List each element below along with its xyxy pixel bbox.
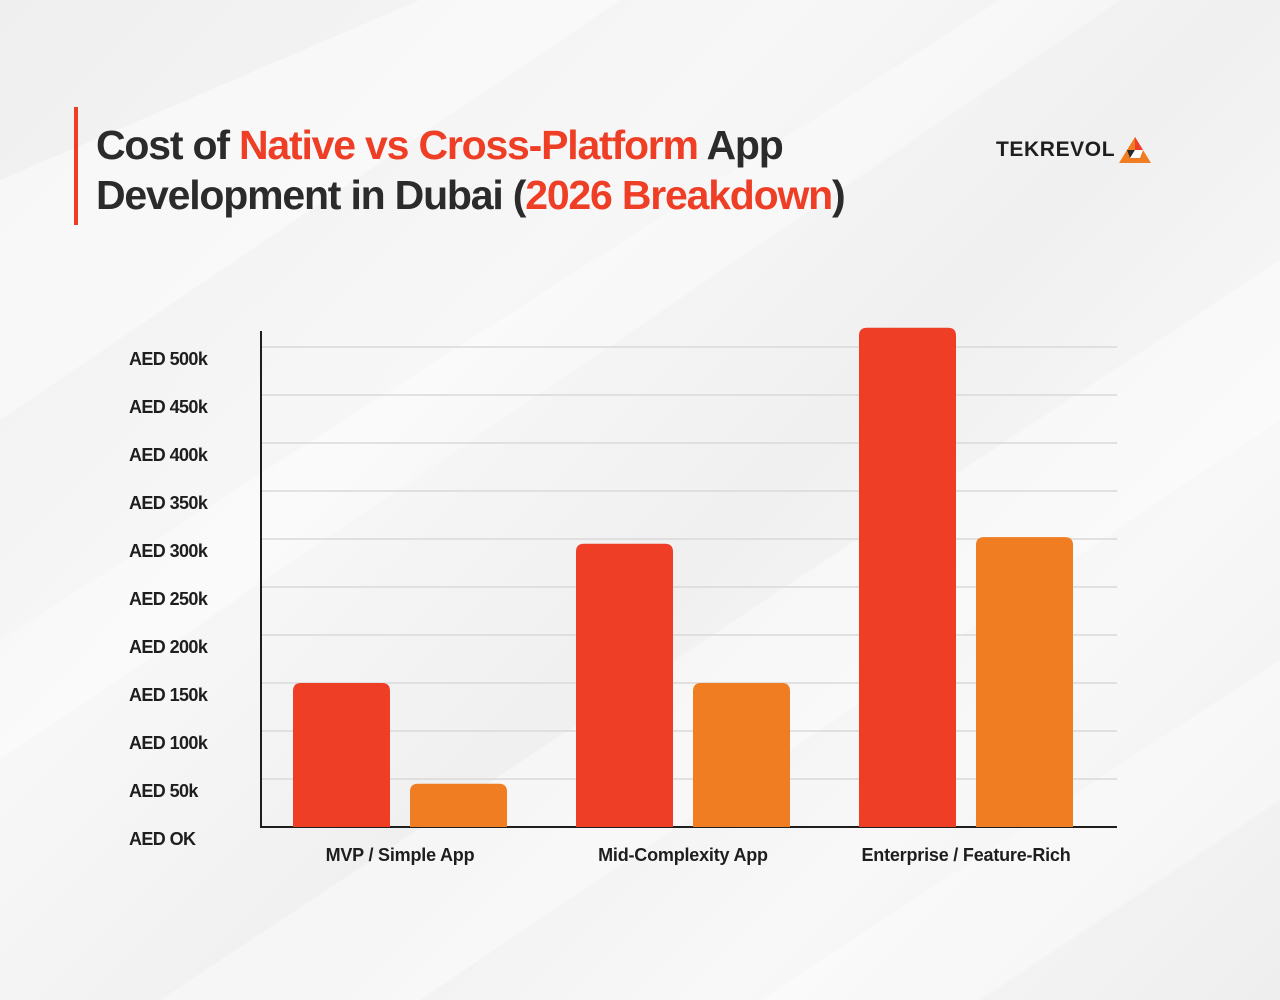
- y-tick-label: AED 400k: [129, 445, 209, 465]
- y-tick-label: AED 500k: [129, 349, 209, 369]
- x-tick-label: Enterprise / Feature-Rich: [861, 845, 1070, 865]
- logo-wordmark: TEKREVOL: [996, 138, 1116, 161]
- y-tick-label: AED 250k: [129, 589, 209, 609]
- y-tick-label: AED 350k: [129, 493, 209, 513]
- title-part-0: Cost of: [96, 122, 239, 168]
- bar-0-0: [293, 683, 390, 827]
- bar-2-0: [859, 327, 956, 827]
- y-tick-label: AED 200k: [129, 637, 209, 657]
- y-tick-label: AED 150k: [129, 685, 209, 705]
- y-tick-label: AED 100k: [129, 733, 209, 753]
- y-tick-label: AED 450k: [129, 397, 209, 417]
- y-tick-label: AED 50k: [129, 781, 199, 801]
- bar-2-1: [976, 537, 1073, 827]
- title-part-2: App Development in Dubai (: [96, 122, 784, 218]
- y-tick-label: AED OK: [129, 829, 196, 849]
- title-part-1: Native vs Cross-Platform: [239, 122, 699, 168]
- title-part-4: ): [832, 172, 846, 218]
- y-tick-label: AED 300k: [129, 541, 209, 561]
- page-title: Cost of Native vs Cross-Platform App Dev…: [96, 120, 956, 220]
- bar-1-1: [693, 683, 790, 827]
- bar-0-1: [410, 783, 507, 827]
- bar-1-0: [576, 543, 673, 827]
- brand-logo: TEKREVOL: [996, 134, 1152, 166]
- triangle-logo-icon: [1119, 137, 1152, 163]
- title-part-3: 2026 Breakdown: [525, 172, 833, 218]
- title-accent-bar: [74, 107, 78, 225]
- x-tick-label: Mid-Complexity App: [598, 845, 768, 865]
- x-tick-label: MVP / Simple App: [326, 845, 475, 865]
